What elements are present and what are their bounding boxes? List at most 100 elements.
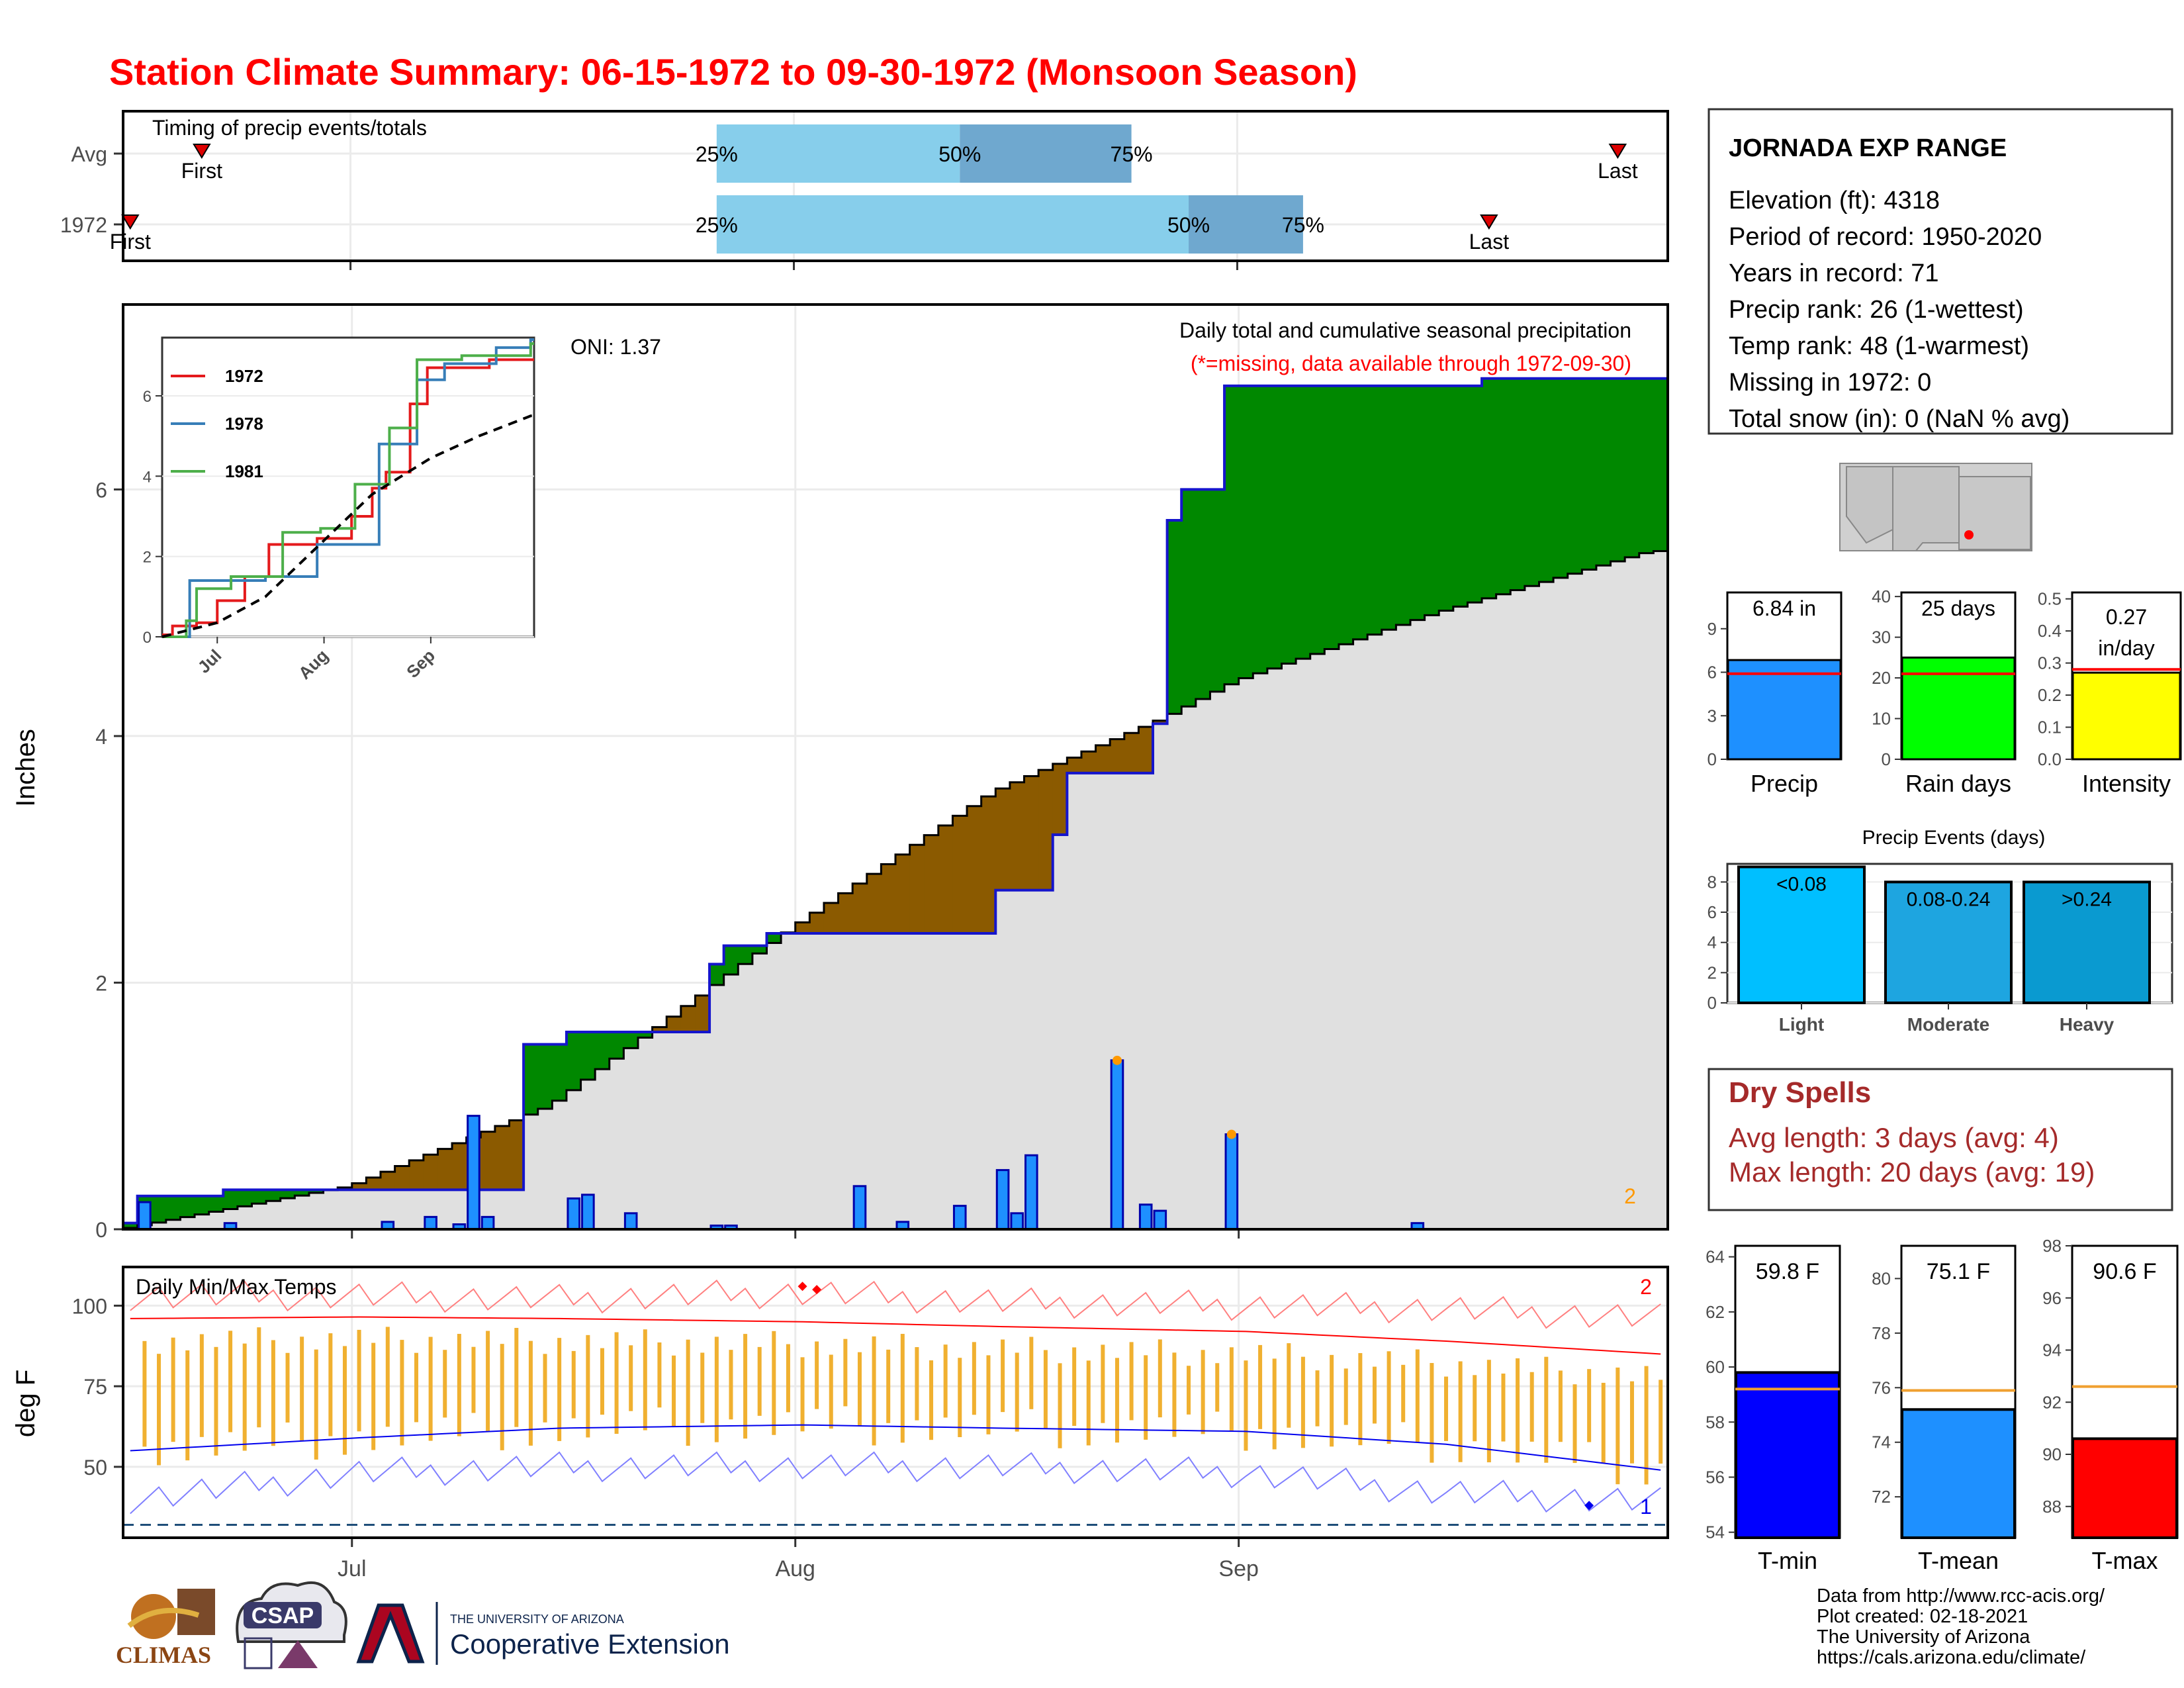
above-normal-segment bbox=[223, 1190, 238, 1209]
daily-temp-range-bar bbox=[729, 1350, 733, 1420]
precip-event-bar-label: <0.08 bbox=[1776, 874, 1827, 896]
above-normal-segment bbox=[580, 1031, 596, 1080]
avg-max-line bbox=[130, 1316, 1661, 1355]
above-normal-segment bbox=[208, 1196, 224, 1212]
normal-area-segment bbox=[381, 1190, 396, 1229]
below-normal-segment bbox=[394, 1166, 410, 1190]
temp-summary-tick-label: 98 bbox=[2042, 1236, 2062, 1256]
mini-bar-tick-label: 6 bbox=[1707, 663, 1717, 682]
timing-q25-q50-bar bbox=[716, 124, 960, 183]
normal-area-segment bbox=[781, 933, 796, 1229]
normal-area-segment bbox=[638, 1037, 653, 1229]
temp-summary-tick-label: 54 bbox=[1706, 1523, 1725, 1542]
record-precip-marker bbox=[1112, 1055, 1122, 1065]
below-normal-segment bbox=[938, 825, 954, 933]
temp-caption: Daily Min/Max Temps bbox=[136, 1275, 336, 1299]
normal-area-segment bbox=[1381, 630, 1396, 1229]
above-normal-segment bbox=[1338, 385, 1354, 645]
timing-q25-q50-bar bbox=[716, 195, 1189, 254]
map-new-mexico bbox=[1892, 466, 1960, 551]
daily-temp-range-bar bbox=[1615, 1367, 1620, 1485]
map-texas bbox=[1958, 476, 2031, 550]
below-normal-segment bbox=[795, 922, 810, 933]
daily-temp-range-bar bbox=[528, 1340, 533, 1446]
daily-temp-range-bar bbox=[371, 1342, 376, 1450]
last-event-marker bbox=[1480, 214, 1498, 230]
daily-temp-range-bar bbox=[1444, 1376, 1449, 1441]
below-normal-segment bbox=[437, 1149, 453, 1190]
temp-panel-border bbox=[122, 1266, 1669, 1539]
daily-precip-bar bbox=[1010, 1212, 1024, 1231]
normal-area-segment bbox=[595, 1069, 610, 1229]
daily-temp-range-bar bbox=[1401, 1364, 1406, 1423]
daily-precip-bar bbox=[467, 1115, 480, 1231]
normal-area-segment bbox=[308, 1192, 324, 1229]
ua-logo-big-text: Cooperative Extension bbox=[450, 1628, 730, 1660]
temp-summary-tick-label: 56 bbox=[1706, 1467, 1725, 1487]
mini-bar-tick-label: 30 bbox=[1872, 628, 1891, 647]
normal-area-segment bbox=[666, 1031, 682, 1229]
timing-row-label: Avg bbox=[71, 142, 107, 166]
above-normal-segment bbox=[1539, 378, 1554, 583]
inset-panel bbox=[161, 336, 535, 638]
footer-credit-line: Data from http://www.rcc-acis.org/ bbox=[1817, 1585, 2105, 1607]
above-normal-segment bbox=[1296, 385, 1311, 659]
daily-temp-range-bar bbox=[1358, 1353, 1363, 1446]
temp-summary-tick-label: 88 bbox=[2042, 1497, 2062, 1517]
normal-area-segment bbox=[1539, 582, 1554, 1229]
daily-temp-range-bar bbox=[929, 1360, 934, 1440]
above-normal-segment bbox=[1281, 385, 1297, 664]
normal-area-segment bbox=[1353, 639, 1368, 1229]
normal-area-segment bbox=[394, 1190, 410, 1229]
daily-temp-range-bar bbox=[1544, 1356, 1549, 1463]
normal-area-segment bbox=[338, 1190, 353, 1229]
normal-area-segment bbox=[494, 1190, 510, 1229]
normal-area-segment bbox=[1367, 634, 1383, 1229]
normal-area-segment bbox=[1396, 624, 1411, 1229]
normal-area-segment bbox=[752, 953, 768, 1229]
daily-temp-range-bar bbox=[600, 1348, 604, 1415]
normal-area-segment bbox=[1095, 773, 1111, 1229]
timing-row-label: 1972 bbox=[60, 213, 107, 237]
above-normal-segment bbox=[1467, 385, 1482, 603]
inset-y-tick-label: 0 bbox=[143, 629, 152, 647]
timing-q25-label: 25% bbox=[696, 142, 738, 166]
below-normal-segment bbox=[823, 903, 839, 933]
daily-temp-range-bar bbox=[1587, 1369, 1592, 1442]
daily-temp-range-bar bbox=[686, 1339, 690, 1446]
above-normal-segment bbox=[752, 945, 768, 954]
daily-precip-bar bbox=[1138, 1203, 1153, 1231]
temp-summary-tick-label: 80 bbox=[1872, 1268, 1891, 1288]
normal-area-segment bbox=[852, 933, 868, 1229]
temp-summary-bar bbox=[2071, 1437, 2178, 1539]
inset-series-line bbox=[162, 338, 534, 638]
above-normal-segment bbox=[723, 945, 739, 975]
mini-bar-value bbox=[1727, 659, 1842, 761]
daily-temp-range-bar bbox=[171, 1337, 175, 1442]
daily-temp-range-bar bbox=[1015, 1352, 1019, 1432]
last-event-marker bbox=[1608, 144, 1627, 159]
normal-area-segment bbox=[909, 933, 925, 1229]
daily-temp-range-bar bbox=[915, 1347, 919, 1421]
daily-temp-range-bar bbox=[829, 1354, 833, 1429]
normal-area-segment bbox=[952, 933, 968, 1229]
station-info-line: Temp rank: 48 (1-warmest) bbox=[1729, 332, 2029, 360]
daily-temp-range-bar bbox=[1516, 1358, 1520, 1463]
timing-q50-label: 50% bbox=[1167, 213, 1210, 237]
daily-temp-range-bar bbox=[1644, 1366, 1649, 1485]
above-normal-segment bbox=[1210, 489, 1225, 692]
below-normal-segment bbox=[1081, 751, 1097, 773]
inset-y-tick-label: 2 bbox=[143, 549, 152, 567]
mini-bar-tick-label: 0.4 bbox=[2038, 621, 2062, 641]
below-normal-segment bbox=[852, 883, 868, 933]
normal-area-segment bbox=[1138, 773, 1154, 1229]
climas-logo-sun bbox=[131, 1594, 176, 1639]
normal-area-segment bbox=[1639, 553, 1654, 1229]
avg-cumulative-line bbox=[123, 550, 1668, 1229]
normal-area-segment bbox=[1510, 590, 1525, 1229]
normal-area-segment bbox=[452, 1190, 467, 1229]
daily-temp-range-bar bbox=[757, 1346, 762, 1416]
csap-logo-text: CSAP bbox=[251, 1603, 314, 1628]
daily-temp-range-bar bbox=[1158, 1339, 1162, 1418]
first-event-label: First bbox=[110, 230, 151, 254]
